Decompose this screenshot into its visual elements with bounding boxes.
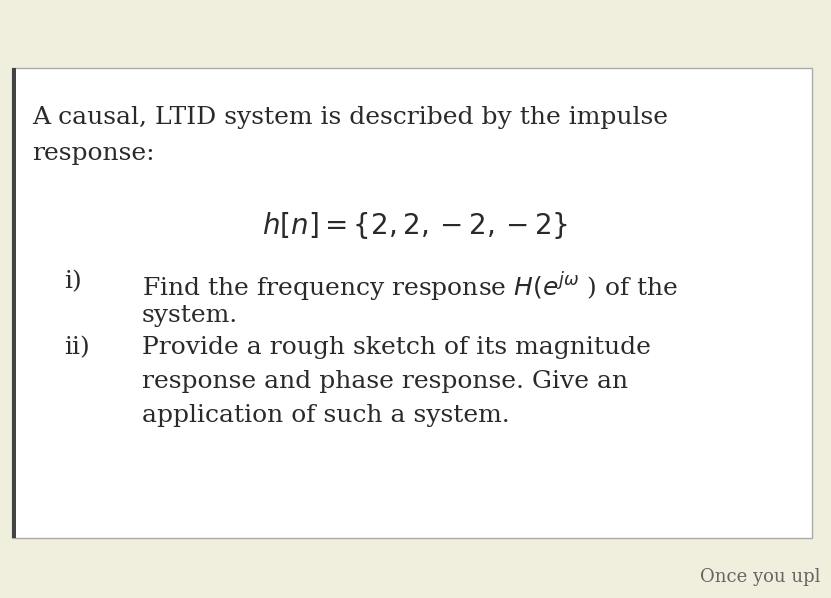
Text: Provide a rough sketch of its magnitude: Provide a rough sketch of its magnitude [142, 336, 651, 359]
Text: response:: response: [32, 142, 155, 165]
Text: $h[n] = \{2, 2, -2, -2\}$: $h[n] = \{2, 2, -2, -2\}$ [262, 210, 568, 241]
Text: Once you upl: Once you upl [700, 568, 820, 586]
Text: application of such a system.: application of such a system. [142, 404, 509, 427]
Text: A causal, LTID system is described by the impulse: A causal, LTID system is described by th… [32, 106, 668, 129]
Bar [12, 68, 16, 538]
Text: i): i) [64, 270, 81, 293]
Text: Find the frequency response $H(e^{j\omega}$ ) of the: Find the frequency response $H(e^{j\omeg… [142, 270, 678, 304]
Text: response and phase response. Give an: response and phase response. Give an [142, 370, 628, 393]
Text: system.: system. [142, 304, 238, 327]
Bar [12, 68, 812, 538]
Text: ii): ii) [64, 336, 90, 359]
